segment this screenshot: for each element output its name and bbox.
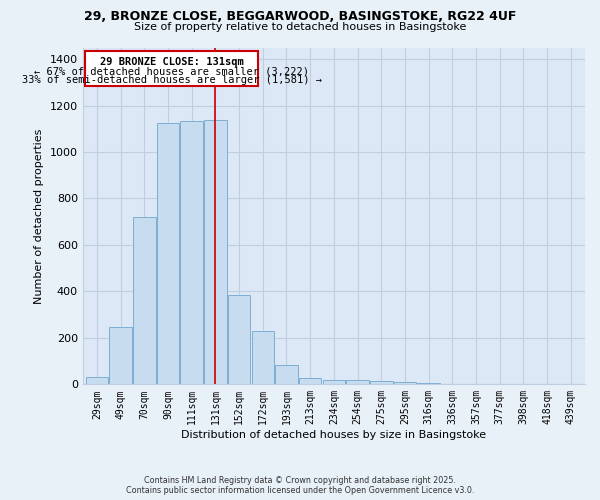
Bar [394,382,416,384]
Bar [204,120,227,384]
Bar [133,217,155,384]
Text: Size of property relative to detached houses in Basingstoke: Size of property relative to detached ho… [134,22,466,32]
Bar [370,381,392,384]
Bar [109,328,132,384]
Bar [86,378,108,384]
Bar [346,380,369,384]
Text: 29, BRONZE CLOSE, BEGGARWOOD, BASINGSTOKE, RG22 4UF: 29, BRONZE CLOSE, BEGGARWOOD, BASINGSTOK… [84,10,516,23]
Bar [418,383,440,384]
Text: Contains HM Land Registry data © Crown copyright and database right 2025.
Contai: Contains HM Land Registry data © Crown c… [126,476,474,495]
Y-axis label: Number of detached properties: Number of detached properties [34,128,44,304]
Bar [157,123,179,384]
X-axis label: Distribution of detached houses by size in Basingstoke: Distribution of detached houses by size … [181,430,487,440]
Text: 33% of semi-detached houses are larger (1,581) →: 33% of semi-detached houses are larger (… [22,76,322,86]
Bar [181,120,203,384]
FancyBboxPatch shape [85,51,258,86]
Bar [323,380,345,384]
Bar [299,378,322,384]
Text: ← 67% of detached houses are smaller (3,222): ← 67% of detached houses are smaller (3,… [34,67,309,77]
Bar [275,364,298,384]
Bar [228,295,250,384]
Text: 29 BRONZE CLOSE: 131sqm: 29 BRONZE CLOSE: 131sqm [100,58,244,68]
Bar [251,331,274,384]
